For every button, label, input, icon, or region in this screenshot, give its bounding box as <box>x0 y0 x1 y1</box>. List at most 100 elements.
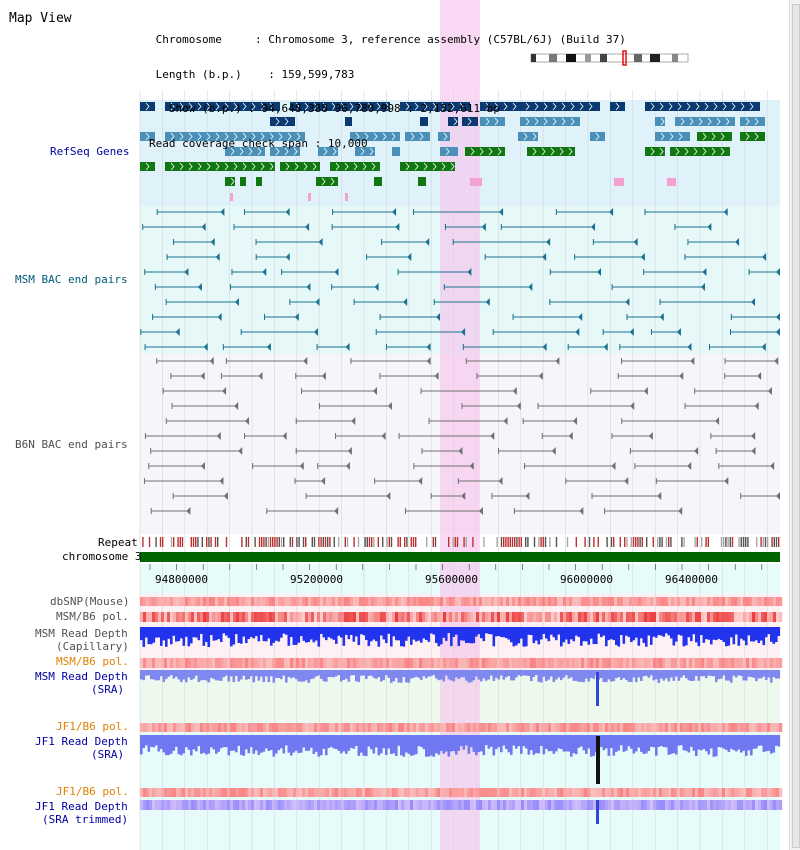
heat-cell <box>635 800 639 810</box>
read-depth-bar <box>577 670 581 682</box>
heat-cell <box>629 788 633 797</box>
read-depth-bar <box>337 670 341 676</box>
scrollbar-thumb[interactable] <box>792 4 800 848</box>
heat-cell <box>278 800 282 810</box>
read-depth-bar <box>445 735 448 752</box>
read-depth-bar <box>467 670 471 683</box>
heat-cell <box>683 723 687 732</box>
read-depth-bar <box>282 627 286 634</box>
gene-strand-arrow <box>145 102 150 111</box>
track-label-msm-b6-pol-sra[interactable]: MSM/B6 pol. <box>56 655 129 668</box>
read-depth-bar <box>237 627 241 643</box>
heat-cell <box>578 788 582 797</box>
heat-cell <box>176 658 180 668</box>
gene-strand-arrow <box>322 102 327 111</box>
gene-pink-mark <box>614 178 624 186</box>
gene-strand-arrow <box>206 102 211 111</box>
heat-cell <box>455 597 459 606</box>
track-label-jf1-b6-pol[interactable]: JF1/B6 pol. <box>56 720 129 733</box>
read-depth-bar <box>502 627 506 638</box>
track-label-msm-read-depth-capillary[interactable]: MSM Read Depth <box>35 627 128 640</box>
heat-cell <box>248 788 252 797</box>
heat-cell <box>320 723 324 732</box>
heat-cell <box>575 788 579 797</box>
b6n-bac-pair-end <box>754 402 759 410</box>
heat-cell <box>752 788 756 797</box>
read-depth-bar <box>430 627 433 634</box>
track-label-msm-bac[interactable]: MSM BAC end pairs <box>15 273 128 286</box>
repeat-element <box>225 537 228 547</box>
track-label-b6n-bac[interactable]: B6N BAC end pairs <box>15 438 128 451</box>
heat-cell <box>605 788 609 797</box>
heat-cell <box>704 658 708 668</box>
heat-cell <box>608 612 612 622</box>
heat-cell <box>143 597 147 606</box>
read-depth-bar <box>322 627 326 638</box>
vertical-scrollbar[interactable] <box>789 0 800 850</box>
gene-strand-arrow <box>369 147 374 156</box>
heat-cell <box>674 723 678 732</box>
repeat-element <box>505 537 507 547</box>
gene-feature <box>316 177 338 186</box>
read-depth-bar <box>697 670 701 681</box>
track-label-jf1-read-depth-trimmed[interactable]: JF1 Read Depth <box>35 800 128 813</box>
read-depth-bar <box>202 735 206 753</box>
heat-cell <box>500 612 504 622</box>
repeat-element <box>538 537 540 547</box>
heat-cell <box>185 612 189 622</box>
read-depth-bar <box>765 670 768 681</box>
read-depth-bar <box>437 627 441 647</box>
heat-cell <box>149 612 153 622</box>
heat-cell <box>467 788 471 797</box>
repeat-element <box>353 537 355 547</box>
heat-cell <box>212 658 216 668</box>
heat-cell <box>173 788 177 797</box>
track-label-dbsnp[interactable]: dbSNP(Mouse) <box>50 595 130 608</box>
axis-tick-label: 95200000 <box>290 573 343 586</box>
heat-cell <box>170 800 174 810</box>
b6n-bac-pair-end <box>222 387 227 395</box>
heat-cell <box>614 612 618 622</box>
track-label-jf1-read-depth[interactable]: JF1 Read Depth <box>35 735 128 748</box>
heat-cell <box>218 723 222 732</box>
heat-cell <box>437 723 441 732</box>
repeat-element <box>723 537 725 547</box>
repeat-element <box>725 537 727 547</box>
heat-cell <box>488 612 492 622</box>
read-depth-bar <box>360 735 363 753</box>
b6n-bac-pair-end <box>555 357 560 365</box>
repeat-element <box>507 537 509 547</box>
b6n-bac-pair-end <box>630 402 635 410</box>
read-depth-bar <box>477 670 481 680</box>
read-depth-bar <box>345 735 348 754</box>
heat-cell <box>368 658 372 668</box>
track-label-jf1-b6-pol-trimmed[interactable]: JF1/B6 pol. <box>56 785 129 798</box>
heat-cell <box>749 597 753 606</box>
heat-cell <box>281 800 285 810</box>
heat-cell <box>239 800 243 810</box>
read-depth-bar <box>390 735 393 754</box>
track-label-msm-b6-pol[interactable]: MSM/B6 pol. <box>56 610 129 623</box>
read-depth-bar <box>687 627 691 638</box>
read-depth-bar <box>700 735 703 751</box>
gene-feature <box>225 147 265 156</box>
gene-strand-arrow <box>230 147 235 156</box>
read-depth-bar <box>657 735 661 747</box>
read-depth-bar <box>615 670 618 679</box>
gene-strand-arrow <box>414 102 419 111</box>
heat-cell <box>617 800 621 810</box>
b6n-bac-pair-end <box>234 402 239 410</box>
heat-cell <box>596 597 600 606</box>
heat-cell <box>443 612 447 622</box>
msm-bac-pair-end <box>499 208 504 216</box>
read-depth-bar <box>525 627 528 647</box>
repeat-element <box>731 537 734 547</box>
heat-cell <box>653 800 657 810</box>
heat-cell <box>626 597 630 606</box>
read-depth-bar <box>642 627 646 644</box>
track-label-msm-read-depth-sra[interactable]: MSM Read Depth <box>35 670 128 683</box>
repeat-element <box>142 537 144 547</box>
track-label-refseq[interactable]: RefSeq Genes <box>50 145 130 158</box>
read-depth-bar <box>555 670 558 680</box>
